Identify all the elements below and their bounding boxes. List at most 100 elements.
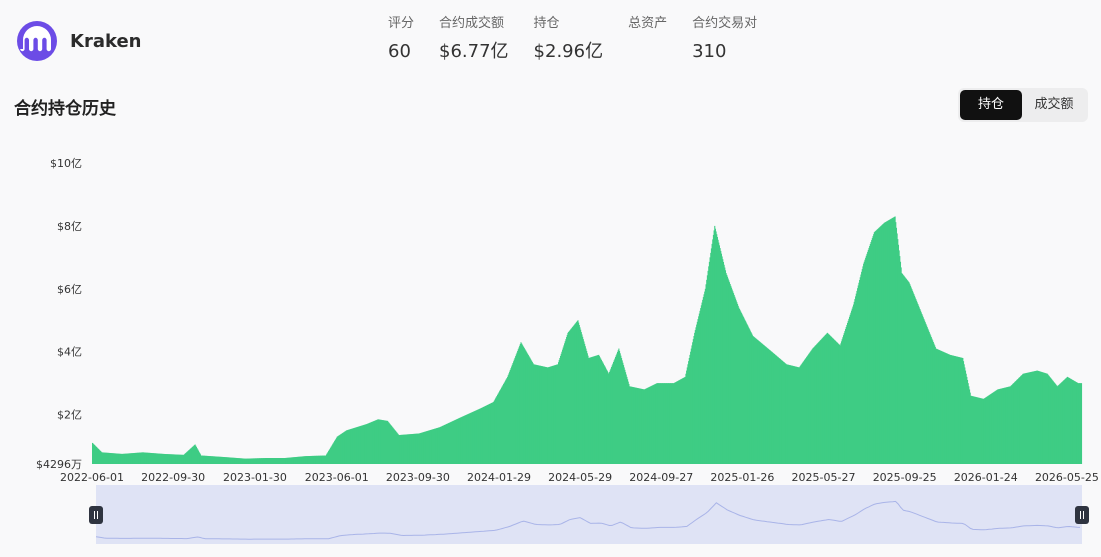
data-bar bbox=[167, 454, 169, 464]
drag-handle-icon bbox=[89, 506, 103, 524]
data-bar bbox=[830, 336, 832, 464]
data-bar bbox=[164, 453, 166, 464]
data-bar bbox=[358, 426, 360, 464]
data-bar bbox=[1072, 380, 1074, 464]
data-bar bbox=[867, 251, 869, 464]
data-bar bbox=[710, 248, 712, 464]
data-bar bbox=[448, 423, 450, 464]
data-bar bbox=[149, 452, 151, 464]
data-bar bbox=[631, 386, 633, 464]
section-title: 合约持仓历史 bbox=[14, 99, 116, 119]
data-bar bbox=[989, 394, 991, 464]
data-bar bbox=[808, 353, 810, 464]
data-bar bbox=[442, 425, 444, 464]
data-bar bbox=[761, 343, 763, 464]
data-bar bbox=[1046, 373, 1048, 464]
data-bar bbox=[519, 345, 521, 464]
data-bar bbox=[963, 364, 965, 464]
data-bar bbox=[296, 456, 298, 464]
data-bar bbox=[773, 353, 775, 464]
data-bar bbox=[637, 388, 639, 464]
data-bar bbox=[312, 455, 314, 464]
data-bar bbox=[883, 223, 885, 464]
stat-value: $2.96亿 bbox=[533, 41, 604, 62]
data-bar bbox=[175, 454, 177, 464]
data-bar bbox=[641, 388, 643, 464]
data-bar bbox=[684, 376, 686, 464]
data-bar bbox=[823, 336, 825, 464]
y-tick-label: $8亿 bbox=[57, 220, 82, 233]
data-bar bbox=[722, 259, 724, 464]
data-bar bbox=[741, 313, 743, 464]
data-bar bbox=[716, 237, 718, 464]
data-bar bbox=[873, 232, 875, 464]
data-bar bbox=[156, 453, 158, 464]
y-tick-label: $4296万 bbox=[36, 458, 82, 471]
data-bar bbox=[162, 453, 164, 464]
data-bar bbox=[285, 457, 287, 464]
data-bar bbox=[630, 386, 632, 464]
data-bar bbox=[189, 449, 191, 464]
data-bar bbox=[587, 355, 589, 464]
data-bar bbox=[749, 329, 751, 464]
data-bar bbox=[775, 355, 777, 464]
metric-toggle: 持仓 成交额 bbox=[958, 88, 1088, 122]
data-bar bbox=[688, 361, 690, 464]
data-bar bbox=[236, 457, 238, 464]
data-bar bbox=[444, 424, 446, 464]
data-bar bbox=[1058, 384, 1060, 464]
data-bar bbox=[185, 452, 187, 464]
stat-value: $6.77亿 bbox=[439, 41, 509, 62]
data-bar bbox=[661, 383, 663, 464]
data-bar bbox=[598, 356, 600, 464]
data-bar bbox=[912, 290, 914, 464]
data-bar bbox=[416, 433, 418, 464]
data-bar bbox=[632, 387, 634, 464]
data-bar bbox=[642, 389, 644, 464]
data-bar bbox=[334, 439, 336, 464]
data-bar bbox=[203, 455, 206, 464]
data-bar bbox=[802, 362, 804, 464]
data-bar bbox=[777, 356, 779, 464]
data-bar bbox=[470, 412, 472, 464]
data-bar bbox=[629, 386, 631, 464]
data-bar bbox=[750, 331, 752, 464]
data-bar bbox=[189, 448, 191, 464]
data-bar bbox=[313, 455, 316, 464]
data-bar bbox=[360, 425, 362, 464]
range-slider-track bbox=[96, 485, 1082, 544]
tab-volume[interactable]: 成交额 bbox=[1034, 97, 1074, 112]
data-bar bbox=[585, 348, 587, 464]
data-bar bbox=[714, 228, 716, 464]
data-bar bbox=[1009, 386, 1011, 464]
data-bar bbox=[186, 451, 188, 464]
range-slider-left-handle[interactable] bbox=[89, 506, 103, 524]
data-bar bbox=[480, 408, 482, 464]
data-bar bbox=[743, 317, 745, 464]
data-bar bbox=[472, 411, 474, 464]
data-bar bbox=[683, 377, 685, 464]
data-bar bbox=[409, 434, 411, 464]
range-slider-right-handle[interactable] bbox=[1075, 506, 1089, 524]
data-bar bbox=[617, 351, 619, 464]
data-bar bbox=[493, 400, 495, 464]
data-bar bbox=[755, 338, 757, 464]
data-bar bbox=[827, 333, 829, 464]
data-bar bbox=[716, 234, 718, 464]
data-bar bbox=[945, 353, 947, 464]
data-bar bbox=[163, 453, 165, 464]
data-bar bbox=[503, 382, 505, 464]
data-bar bbox=[1044, 373, 1046, 464]
data-bar bbox=[908, 282, 910, 464]
data-bar bbox=[748, 327, 750, 464]
data-bar bbox=[697, 319, 699, 464]
data-bar bbox=[439, 427, 441, 464]
range-slider[interactable] bbox=[89, 485, 1089, 544]
data-bar bbox=[531, 361, 533, 464]
data-bar bbox=[605, 368, 607, 464]
data-bar bbox=[627, 379, 629, 464]
data-bar bbox=[109, 452, 111, 464]
tab-open-interest[interactable]: 持仓 bbox=[960, 90, 1022, 120]
data-bar bbox=[592, 356, 594, 464]
data-bar bbox=[372, 421, 375, 464]
